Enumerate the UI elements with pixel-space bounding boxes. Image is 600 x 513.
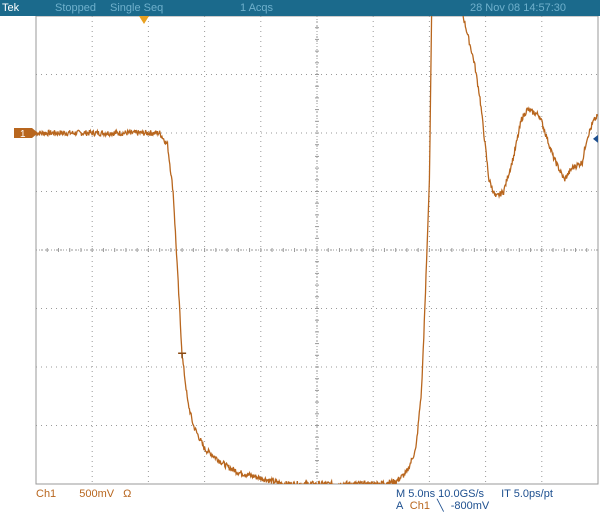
date-time: 28 Nov 08 14:57:30 xyxy=(470,2,567,14)
acquisition-count: 1 Acqs xyxy=(240,2,274,14)
trigger-level: -800mV xyxy=(450,500,490,512)
trigger-level-arrow-icon xyxy=(593,134,598,143)
trigger-level-marker xyxy=(178,352,187,359)
channel-name: Ch1 xyxy=(36,488,57,500)
interpolation-rate: IT 5.0ps/pt xyxy=(501,488,553,500)
channel-scale: 500mV xyxy=(79,488,115,500)
acquisition-status: Stopped xyxy=(55,2,96,14)
ch1-waveform xyxy=(36,16,598,484)
ohm-icon: Ω xyxy=(123,488,132,500)
channel-marker-shape xyxy=(14,128,38,138)
trigger-source: Ch1 xyxy=(409,500,430,512)
channel-readout[interactable]: Ch1 500mV Ω xyxy=(36,488,131,501)
falling-edge-icon: ╲ xyxy=(437,500,444,512)
horizontal-scale: M 5.0ns 10.0GS/s xyxy=(396,488,485,500)
status-bar: Tek Stopped Single Seq 1 Acqs 28 Nov 08 … xyxy=(0,0,600,16)
trigger-prefix: A xyxy=(396,500,403,512)
timebase-readout[interactable]: M 5.0ns 10.0GS/s IT 5.0ps/pt xyxy=(396,488,553,501)
channel-1-marker[interactable]: 1 xyxy=(14,128,38,140)
channel-marker-label: 1 xyxy=(20,129,26,140)
graticule-grid xyxy=(35,15,599,485)
acquisition-mode: Single Seq xyxy=(110,2,164,14)
brand-label: Tek xyxy=(2,2,20,14)
trigger-readout[interactable]: A Ch1 ╲ -800mV xyxy=(396,500,489,513)
trigger-position-marker xyxy=(139,16,149,24)
waveform-trace xyxy=(36,16,598,484)
